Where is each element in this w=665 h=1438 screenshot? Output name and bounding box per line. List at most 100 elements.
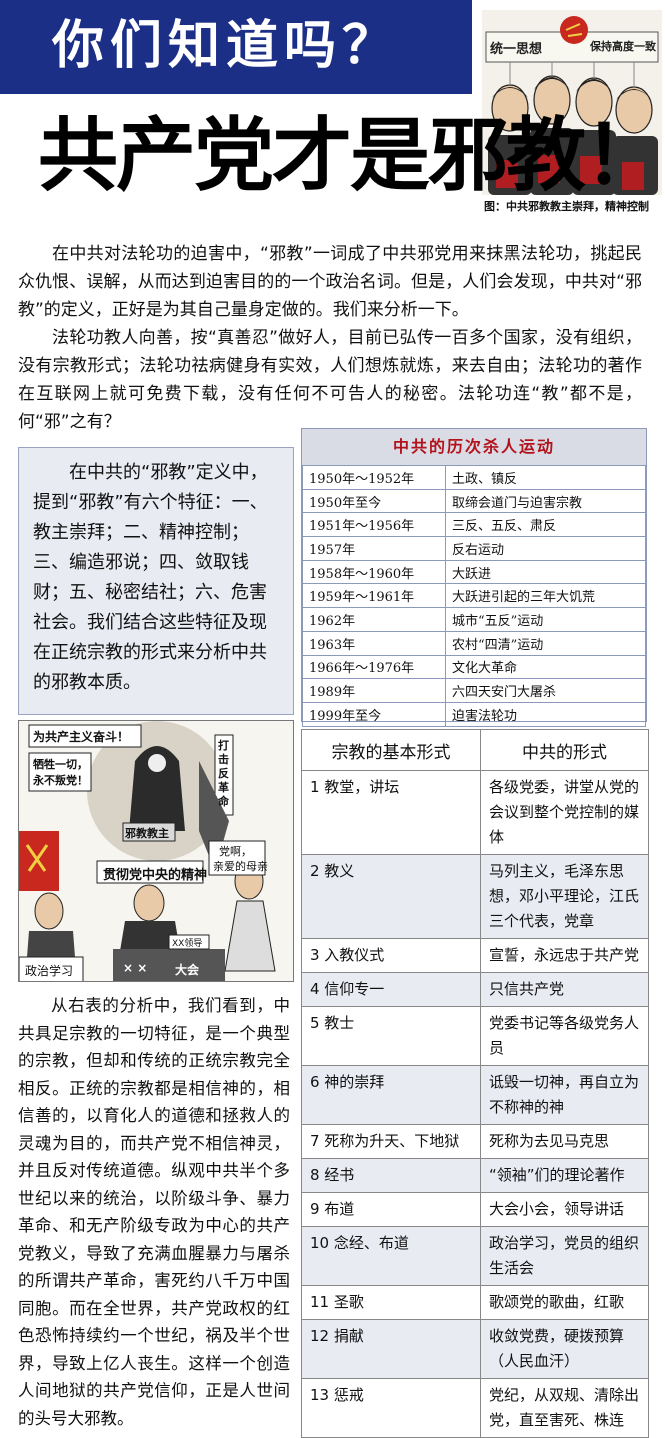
kill-table-row: 1966年～1976年 文化大革命 [302, 654, 646, 680]
header-band [0, 0, 472, 94]
top-cartoon-caption: 图：中共邪教教主崇拜，精神控制 [484, 200, 649, 213]
kill-table-row: 1989年 六四天安门大屠杀 [302, 678, 646, 703]
comparison-header-row: 宗教的基本形式 中共的形式 [301, 729, 649, 771]
kill-event: 六四天安门大屠杀 [445, 678, 646, 703]
kill-event: 反右运动 [445, 536, 646, 561]
cartoon-robe-label: 邪教教主 [125, 827, 169, 840]
analysis-text: 从右表的分析中，我们看到，中共具足宗教的一切特征，是一个典型的宗教，但却和传统的… [18, 992, 290, 1432]
intro-paragraph-2: 法轮功教人向善，按“真善忍”做好人，目前已弘传一百多个国家，没有组织，没有宗教形… [18, 328, 642, 432]
kill-year: 1963年 [302, 630, 446, 656]
cartoon-speech-1: 党啊， [219, 845, 252, 858]
cartoon-vertical-sign: 打击反革命 [218, 739, 229, 808]
comparison-row: 1 教堂，讲坛 各级党委，讲堂从党的会议到整个党控制的媒体 [301, 770, 649, 855]
religion-form: 1 教堂，讲坛 [301, 770, 481, 855]
kill-table-row: 1963年 农村“四清”运动 [302, 630, 646, 656]
kill-table-row: 1950年至今 取缔会道门与迫害宗教 [302, 488, 646, 514]
comparison-row: 4 信仰专一 只信共产党 [301, 972, 649, 1007]
religion-form: 10 念经、布道 [301, 1226, 481, 1286]
kill-event: 取缔会道门与迫害宗教 [445, 488, 646, 514]
ccp-form: 歌颂党的歌曲，红歌 [480, 1285, 649, 1320]
kill-table-title: 中共的历次杀人运动 [302, 429, 646, 465]
kill-event: 农村“四清”运动 [445, 630, 646, 656]
kill-year: 1962年 [302, 607, 446, 632]
kill-event: 大跃进引起的三年大饥荒 [445, 583, 646, 609]
religion-form: 3 入教仪式 [301, 938, 481, 973]
analysis-paragraph: 从右表的分析中，我们看到，中共具足宗教的一切特征，是一个典型的宗教，但却和传统的… [18, 996, 290, 1428]
religion-form: 11 圣歌 [301, 1285, 481, 1320]
religion-form: 5 教士 [301, 1006, 481, 1066]
comparison-row: 3 入教仪式 宣誓，永远忠于共产党 [301, 938, 649, 973]
kill-year: 1966年～1976年 [302, 654, 446, 680]
kill-table-row: 1957年 反右运动 [302, 536, 646, 561]
cartoon-sign-left-1: 牺牲一切， [33, 758, 88, 771]
cult-leader-cartoon-image [482, 10, 662, 195]
header-question: 你们知道吗？ [52, 15, 401, 76]
top-cartoon-banner-right: 保持高度一致 [590, 40, 656, 53]
cartoon-banner: 为共产主义奋斗！ [33, 730, 130, 744]
headline: 共产党才是邪教！ [38, 108, 664, 204]
ccp-form: 死称为去见马克思 [480, 1124, 649, 1159]
religion-form: 6 神的崇拜 [301, 1065, 481, 1125]
kill-year: 1950年～1952年 [302, 465, 446, 490]
comparison-row: 6 神的崇拜 诋毁一切神，再自立为不称神的神 [301, 1065, 649, 1125]
comparison-row: 8 经书 “领袖”们的理论著作 [301, 1158, 649, 1193]
comparison-row: 7 死称为升天、下地狱 死称为去见马克思 [301, 1124, 649, 1159]
kill-table-row: 1950年～1952年 土政、镇反 [302, 465, 646, 490]
kill-year: 1951年～1956年 [302, 512, 446, 538]
kill-table-row: 1951年～1956年 三反、五反、肃反 [302, 512, 646, 538]
definition-box: 在中共的“邪教”定义中，提到“邪教”有六个特征：一、教主崇拜；二、精神控制；三、… [18, 447, 294, 715]
cartoon-desk-front: × × [123, 961, 148, 975]
intro-text: 在中共对法轮功的迫害中，“邪教”一词成了中共邪党用来抹黑法轮功，挑起民众仇恨、误… [18, 240, 642, 436]
kill-year: 1999年至今 [302, 701, 446, 727]
kill-year: 1958年～1960年 [302, 559, 446, 585]
comparison-row: 13 惩戒 党纪，从双规、清除出党，直至害死、株连 [301, 1378, 649, 1438]
religion-form: 7 死称为升天、下地狱 [301, 1124, 481, 1159]
ccp-form: 收敛党费，硬拨预算（人民血汗） [480, 1319, 649, 1379]
kill-table-row: 1959年～1961年 大跃进引起的三年大饥荒 [302, 583, 646, 609]
kill-event: 土政、镇反 [445, 465, 646, 490]
religion-form: 2 教义 [301, 854, 481, 939]
religion-form: 12 捐献 [301, 1319, 481, 1379]
kill-year: 1957年 [302, 536, 446, 561]
top-cartoon: 统一思想 保持高度一致 图：中共邪教教主崇拜，精神控制 [482, 10, 662, 218]
ccp-form: 党纪，从双规、清除出党，直至害死、株连 [480, 1378, 649, 1438]
comparison-col-ccp: 中共的形式 [480, 729, 649, 771]
ccp-form: 只信共产党 [480, 972, 649, 1007]
top-cartoon-banner-left: 统一思想 [490, 42, 543, 57]
ccp-form: “领袖”们的理论著作 [480, 1158, 649, 1193]
kill-year: 1989年 [302, 678, 446, 703]
comparison-row: 5 教士 党委书记等各级党务人员 [301, 1006, 649, 1066]
cartoon-desk-label: XX领导 [172, 939, 203, 949]
ccp-form: 党委书记等各级党务人员 [480, 1006, 649, 1066]
definition-text: 在中共的“邪教”定义中，提到“邪教”有六个特征：一、教主崇拜；二、精神控制；三、… [33, 462, 268, 693]
ccp-form: 马列主义，毛泽东思想，邓小平理论，江氏三个代表，党章 [480, 854, 649, 939]
cartoon-speech-2: 亲爱的母亲 [213, 860, 268, 873]
comparison-row: 11 圣歌 歌颂党的歌曲，红歌 [301, 1285, 649, 1320]
cartoon-study-sign: 政治学习 [25, 964, 74, 978]
kill-event: 大跃进 [445, 559, 646, 585]
headline-main: 共产党才是邪教 [38, 109, 586, 202]
kill-table-body: 1950年～1952年 土政、镇反 1950年至今 取缔会道门与迫害宗教 1951年～1… [302, 465, 646, 727]
party-meeting-cartoon-image [19, 721, 293, 981]
comparison-row: 10 念经、布道 政治学习，党员的组织生活会 [301, 1226, 649, 1286]
middle-cartoon: 为共产主义奋斗！ 牺牲一切， 永不叛党！ 打击反革命 邪教教主 党啊， 亲爱的母… [18, 720, 294, 982]
kill-table-row: 1999年至今 迫害法轮功 [302, 701, 646, 727]
comparison-row: 9 布道 大会小会，领导讲话 [301, 1192, 649, 1227]
ccp-form: 宣誓，永远忠于共产党 [480, 938, 649, 973]
kill-year: 1950年至今 [302, 488, 446, 514]
ccp-form: 大会小会，领导讲话 [480, 1192, 649, 1227]
kill-year: 1959年～1961年 [302, 583, 446, 609]
kill-event: 文化大革命 [445, 654, 646, 680]
ccp-form: 各级党委，讲堂从党的会议到整个党控制的媒体 [480, 770, 649, 855]
headline-exclamation: ！ [584, 109, 664, 202]
comparison-row: 12 捐献 收敛党费，硬拨预算（人民血汗） [301, 1319, 649, 1379]
ccp-form: 政治学习，党员的组织生活会 [480, 1226, 649, 1286]
religion-form: 13 惩戒 [301, 1378, 481, 1438]
kill-event: 迫害法轮功 [445, 701, 646, 727]
comparison-col-religion: 宗教的基本形式 [301, 729, 481, 771]
ccp-form: 诋毁一切神，再自立为不称神的神 [480, 1065, 649, 1125]
religion-form: 9 布道 [301, 1192, 481, 1227]
kill-event: 城市“五反”运动 [445, 607, 646, 632]
kill-campaigns-table: 中共的历次杀人运动 1950年～1952年 土政、镇反 1950年至今 取缔会道门与迫… [301, 428, 647, 727]
intro-paragraph-1: 在中共对法轮功的迫害中，“邪教”一词成了中共邪党用来抹黑法轮功，挑起民众仇恨、误… [18, 244, 642, 320]
